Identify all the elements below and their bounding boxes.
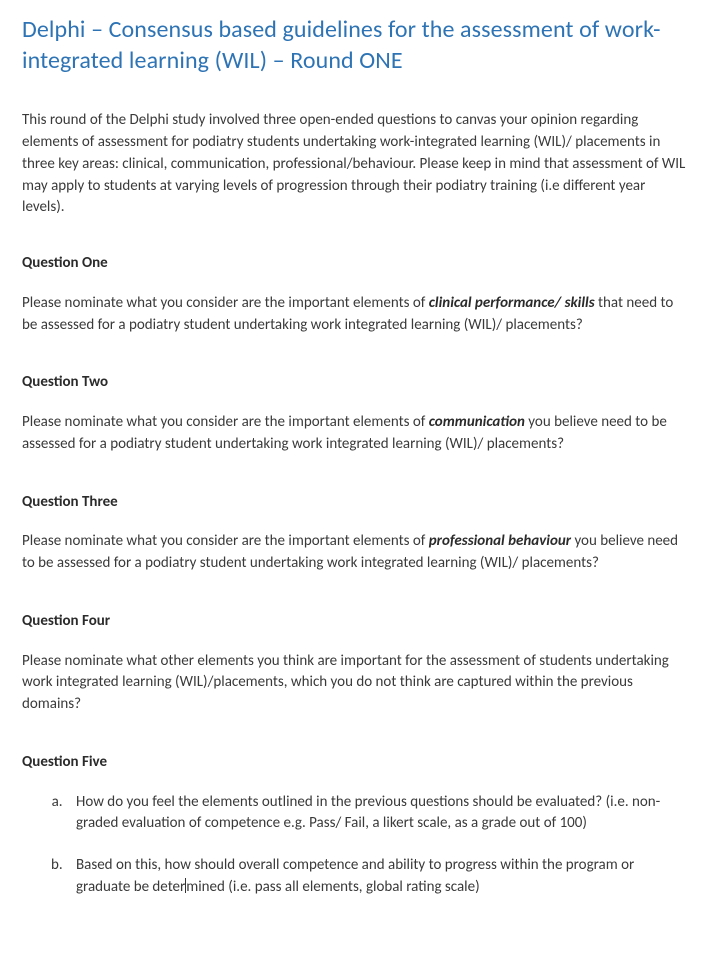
q2-text-pre: Please nominate what you consider are th… [22, 413, 429, 431]
question-three-heading: Question Three [22, 492, 686, 514]
question-four-heading: Question Four [22, 611, 686, 633]
question-one-body: Please nominate what you consider are th… [22, 293, 686, 337]
q1-text-pre: Please nominate what you consider are th… [22, 294, 429, 312]
question-five-item-b: Based on this, how should overall compet… [66, 855, 686, 899]
question-five-item-a: How do you feel the elements outlined in… [66, 792, 686, 836]
question-five-heading: Question Five [22, 752, 686, 774]
q1-emphasis: clinical performance/ skills [429, 294, 595, 312]
document-title: Delphi – Consensus based guidelines for … [22, 14, 686, 76]
question-five-list: How do you feel the elements outlined in… [22, 792, 686, 899]
question-three-body: Please nominate what you consider are th… [22, 531, 686, 575]
question-one-heading: Question One [22, 253, 686, 275]
q3-emphasis: professional behaviour [429, 532, 571, 550]
q5b-text-post: mined (i.e. pass all elements, global ra… [186, 878, 479, 896]
question-two-body: Please nominate what you consider are th… [22, 412, 686, 456]
intro-paragraph: This round of the Delphi study involved … [22, 110, 686, 219]
question-four-body: Please nominate what other elements you … [22, 651, 686, 716]
q3-text-pre: Please nominate what you consider are th… [22, 532, 429, 550]
question-two-heading: Question Two [22, 372, 686, 394]
q2-emphasis: communication [429, 413, 525, 431]
